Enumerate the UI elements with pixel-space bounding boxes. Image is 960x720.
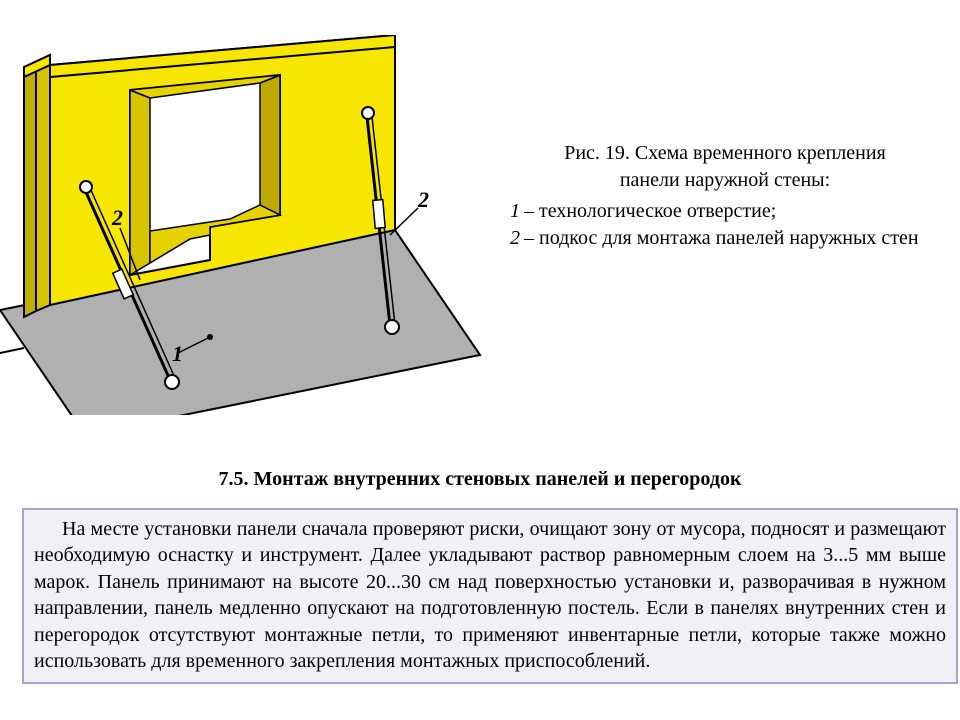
callout-2-left: 2 [112,205,123,231]
caption-title-line2: панели наружной стены: [620,169,830,191]
caption-items: 1 – технологическое отверстие; 2 – подко… [510,198,940,252]
caption-title-line1: Рис. 19. Схема временного крепления [564,142,886,164]
figure-caption: Рис. 19. Схема временного крепления пане… [510,140,940,252]
callout-2-right: 2 [418,187,429,213]
section-heading: 7.5. Монтаж внутренних стеновых панелей … [0,468,960,491]
paragraph-box: На месте установки панели сначала провер… [22,508,958,684]
caption-item-text: – технологическое отверстие; [520,198,776,225]
wall-panel-svg [0,35,490,415]
strut-right-turnbuckle [373,200,385,229]
caption-item: 1 – технологическое отверстие; [510,198,940,225]
wall-left-side [36,65,50,311]
caption-item-num: 1 [510,198,520,225]
caption-item-num: 2 [510,225,520,252]
window-reveal-right [260,75,280,215]
figure-diagram: 1 2 2 [0,35,490,415]
strut-right-top [362,107,374,119]
caption-item: 2 – подкос для монтажа панелей наружных … [510,225,940,252]
strut-right-foot [385,320,399,334]
window-reveal-left [130,90,150,275]
paragraph-text: На месте установки панели сначала провер… [34,516,946,674]
wall-left-side-2 [24,71,36,317]
strut-left-top [80,181,92,193]
caption-item-text: – подкос для монтажа панелей наружных ст… [520,225,919,252]
ground-line [0,348,24,353]
strut-left-foot [165,375,179,389]
callout-1: 1 [172,341,183,367]
caption-title: Рис. 19. Схема временного крепления пане… [510,140,940,194]
hole-1 [207,334,213,340]
